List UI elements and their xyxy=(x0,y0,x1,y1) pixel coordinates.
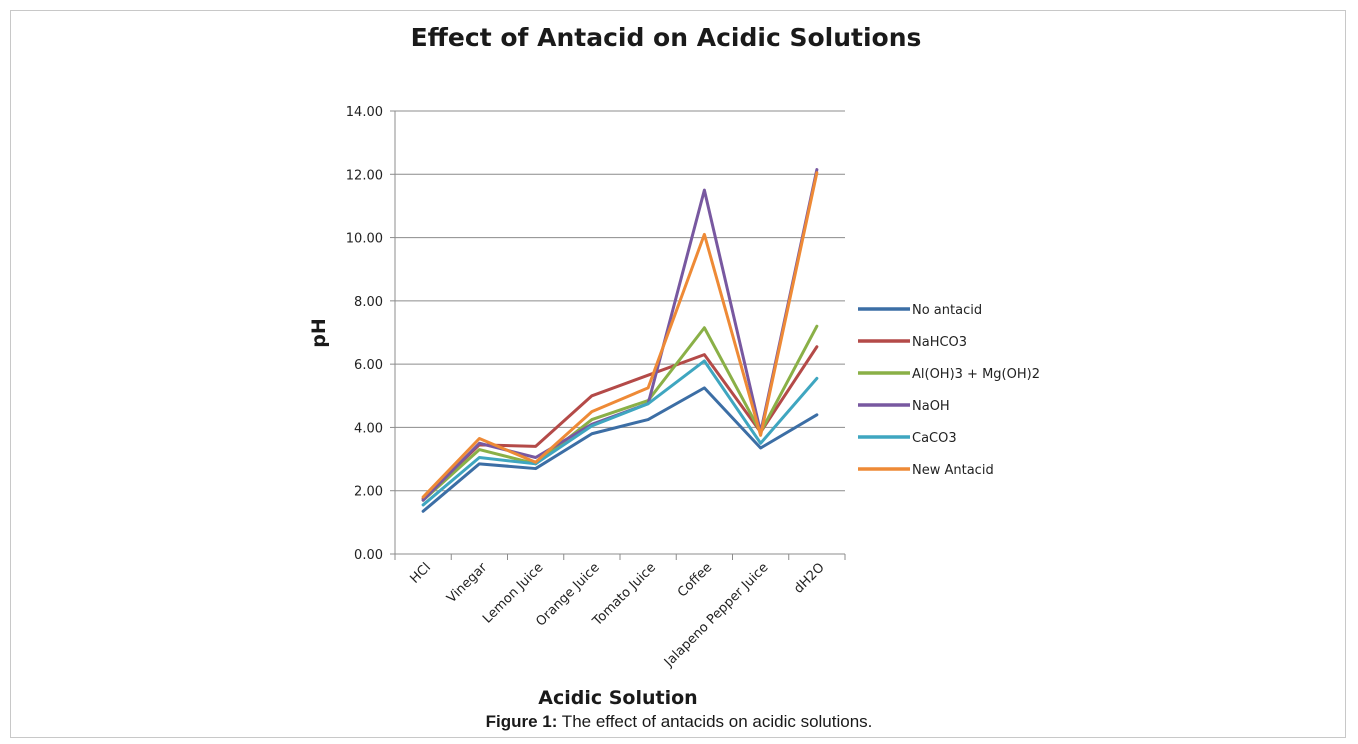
chart-title: Effect of Antacid on Acidic Solutions xyxy=(411,23,922,52)
legend-label: No antacid xyxy=(912,303,982,318)
axes xyxy=(390,110,846,560)
y-tick-label: 6.00 xyxy=(354,358,383,373)
legend: No antacid NaHCO3 Al(OH)3 + Mg(OH)2 NaOH CaC… xyxy=(858,303,1040,478)
x-tick-label: dH2O xyxy=(791,560,827,596)
y-tick-label: 8.00 xyxy=(354,295,383,310)
y-tick-label: 10.00 xyxy=(346,232,383,247)
x-tick-label: Vinegar xyxy=(444,560,490,606)
figure-frame xyxy=(10,10,1346,738)
legend-label: NaOH xyxy=(912,399,950,414)
gridlines xyxy=(395,110,845,492)
y-tick-label: 2.00 xyxy=(354,485,383,500)
caption-text: The effect of antacids on acidic solutio… xyxy=(557,712,873,731)
series-line xyxy=(421,386,819,513)
x-tick-label: Jalapeno Pepper Juice xyxy=(661,560,771,670)
x-tick-label: HCl xyxy=(407,560,433,586)
line-chart: Effect of Antacid on Acidic Solutions 0.… xyxy=(308,23,1040,709)
legend-label: New Antacid xyxy=(912,463,994,478)
x-axis-title: Acidic Solution xyxy=(538,687,697,709)
series-line xyxy=(421,324,819,502)
y-tick-label: 0.00 xyxy=(354,548,383,563)
series-line xyxy=(421,171,819,499)
legend-label: Al(OH)3 + Mg(OH)2 xyxy=(912,367,1040,382)
figure-caption: Figure 1: The effect of antacids on acid… xyxy=(0,712,1358,732)
caption-label: Figure 1: xyxy=(485,712,558,731)
x-tick-label: Coffee xyxy=(675,560,715,600)
series-lines xyxy=(421,168,819,513)
y-tick-labels: 0.00 2.00 4.00 6.00 8.00 10.00 12.00 14.00 xyxy=(346,105,383,563)
series-line xyxy=(421,359,819,507)
y-axis-title: pH xyxy=(308,318,330,348)
y-tick-label: 4.00 xyxy=(354,421,383,436)
y-tick-label: 12.00 xyxy=(346,168,383,183)
legend-label: NaHCO3 xyxy=(912,335,967,350)
y-tick-label: 14.00 xyxy=(346,105,383,120)
legend-label: CaCO3 xyxy=(912,431,957,446)
